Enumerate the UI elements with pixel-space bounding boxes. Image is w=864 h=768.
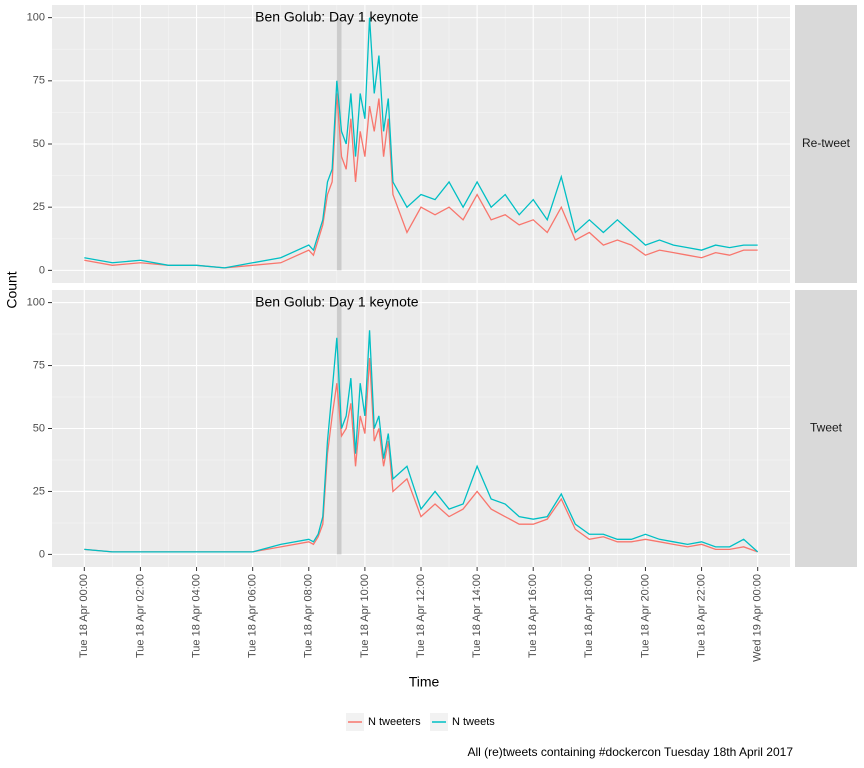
y-axis-title: Count [4, 271, 20, 308]
x-tick-label: Wed 19 Apr 00:00 [752, 574, 764, 662]
strip-background [795, 5, 857, 283]
series-line [84, 330, 759, 553]
strip-label: Tweet [810, 421, 843, 435]
y-tick-label: 25 [33, 485, 45, 497]
strip-label: Re-tweet [802, 136, 851, 150]
x-tick-label: Tue 18 Apr 02:00 [134, 574, 146, 658]
annotation: Ben Golub: Day 1 keynote [255, 8, 419, 24]
series-line [84, 17, 758, 269]
x-tick-label: Tue 18 Apr 00:00 [78, 574, 90, 658]
x-tick-label: Tue 18 Apr 08:00 [303, 574, 315, 658]
x-tick-label: Tue 18 Apr 18:00 [583, 574, 595, 658]
caption: All (re)tweets containing #dockercon Tue… [467, 745, 793, 759]
x-tick-label: Tue 18 Apr 04:00 [190, 574, 202, 658]
x-axis-title: Time [409, 674, 440, 690]
y-tick-label: 75 [33, 75, 45, 87]
annotation: Ben Golub: Day 1 keynote [255, 293, 419, 309]
y-tick-label: 25 [33, 201, 45, 213]
series-line [84, 357, 758, 553]
legend-label: N tweeters [368, 716, 421, 728]
x-tick-label: Tue 18 Apr 06:00 [247, 574, 259, 658]
strip-background [795, 290, 857, 567]
y-tick-label: 50 [33, 422, 45, 434]
x-tick-label: Tue 18 Apr 20:00 [639, 574, 651, 658]
y-tick-label: 100 [27, 296, 45, 308]
series-line [84, 93, 758, 269]
y-tick-label: 100 [27, 12, 45, 24]
x-tick-label: Tue 18 Apr 12:00 [415, 574, 427, 658]
legend-label: N tweets [452, 716, 495, 728]
x-tick-label: Tue 18 Apr 22:00 [695, 574, 707, 658]
x-tick-label: Tue 18 Apr 10:00 [359, 574, 371, 658]
y-tick-label: 0 [39, 264, 45, 276]
keynote-band [336, 302, 342, 555]
y-tick-label: 75 [33, 359, 45, 371]
y-tick-label: 0 [39, 548, 45, 560]
keynote-band [336, 17, 342, 271]
y-tick-label: 50 [33, 138, 45, 150]
x-tick-label: Tue 18 Apr 14:00 [471, 574, 483, 658]
x-tick-label: Tue 18 Apr 16:00 [527, 574, 539, 658]
